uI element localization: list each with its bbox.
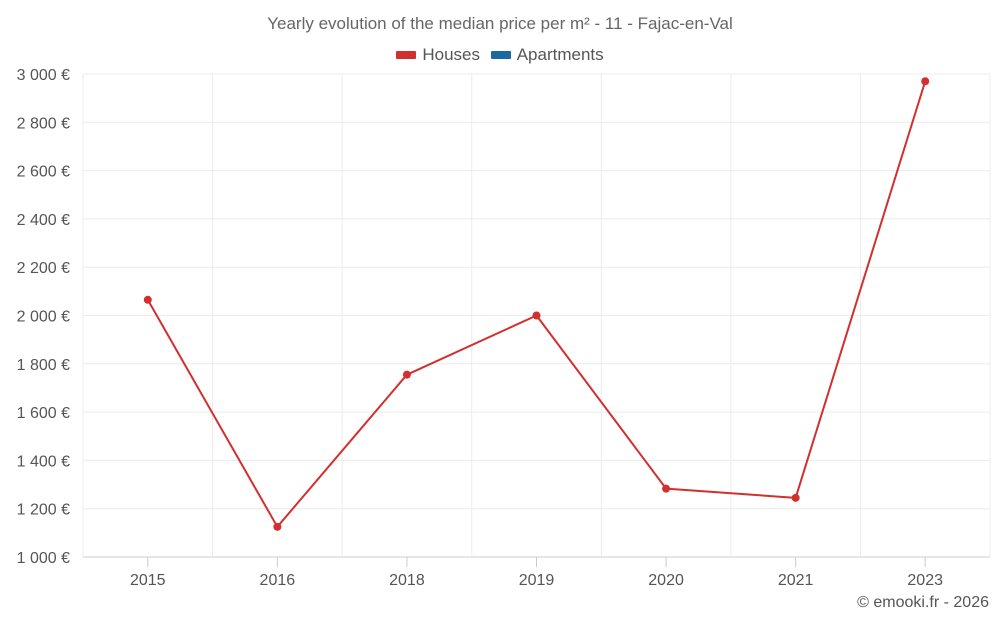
data-point-houses xyxy=(791,493,800,502)
legend-item-houses[interactable]: Houses xyxy=(396,45,480,65)
legend-label-houses: Houses xyxy=(422,45,480,64)
x-tick-label: 2023 xyxy=(907,572,943,589)
y-tick-label: 1 800 € xyxy=(17,357,70,374)
legend-item-apartments[interactable]: Apartments xyxy=(490,45,604,65)
x-tick-label: 2021 xyxy=(778,572,814,589)
y-tick-label: 2 200 € xyxy=(17,260,70,277)
y-tick-label: 2 800 € xyxy=(17,115,70,132)
x-tick-label: 2016 xyxy=(260,572,296,589)
legend-swatch-apartments xyxy=(490,51,511,59)
y-tick-label: 2 400 € xyxy=(17,212,70,229)
y-tick-label: 1 000 € xyxy=(17,550,70,567)
y-tick-label: 2 600 € xyxy=(17,164,70,181)
y-tick-label: 3 000 € xyxy=(17,67,70,84)
legend-label-apartments: Apartments xyxy=(516,45,604,64)
data-point-houses xyxy=(402,370,411,379)
y-tick-label: 1 400 € xyxy=(17,453,70,470)
y-tick-label: 1 200 € xyxy=(17,502,70,519)
x-tick-label: 2018 xyxy=(389,572,425,589)
data-point-houses xyxy=(143,295,152,304)
y-tick-label: 1 600 € xyxy=(17,405,70,422)
credit-text: © emooki.fr - 2026 xyxy=(857,594,989,611)
data-point-houses xyxy=(662,484,671,493)
legend: Houses Apartments xyxy=(0,44,1000,65)
y-tick-label: 2 000 € xyxy=(17,309,70,326)
chart-title: Yearly evolution of the median price per… xyxy=(267,14,733,33)
x-tick-label: 2015 xyxy=(130,572,166,589)
legend-swatch-houses xyxy=(396,51,417,59)
x-tick-label: 2019 xyxy=(519,572,555,589)
data-point-houses xyxy=(273,522,282,531)
data-point-houses xyxy=(532,311,541,320)
x-tick-label: 2020 xyxy=(648,572,684,589)
data-point-houses xyxy=(921,77,930,86)
